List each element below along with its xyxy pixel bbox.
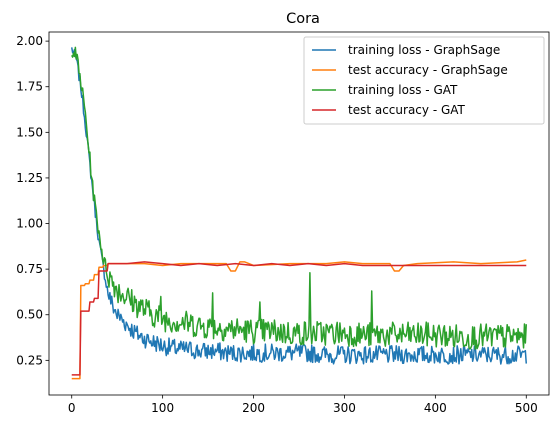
legend-label: test accuracy - GAT	[348, 103, 466, 117]
x-tick-label: 400	[424, 401, 447, 415]
legend-label: test accuracy - GraphSage	[348, 63, 508, 77]
series-line-3	[71, 261, 527, 376]
plot-area	[70, 46, 528, 380]
y-tick-label: 0.75	[16, 262, 43, 276]
chart-title: Cora	[286, 11, 320, 27]
x-tick-label: 100	[151, 401, 174, 415]
legend-box	[303, 36, 545, 125]
y-tick-label: 1.25	[16, 171, 43, 185]
axes-frame	[48, 31, 550, 396]
y-tick-label: 1.75	[16, 80, 43, 94]
axes: 0 100 200 300 400 500 0.25 0.50 0.75 1.00 1.25 1.50…	[16, 31, 550, 415]
y-tick-label: 2.00	[16, 34, 43, 48]
legend: training loss - GraphSage test accuracy -…	[303, 36, 545, 125]
series-line-1	[71, 259, 527, 380]
series-line-0	[70, 47, 528, 365]
x-tick-label: 500	[515, 401, 538, 415]
y-tick-label: 1.00	[16, 217, 43, 231]
legend-label: training loss - GAT	[348, 83, 458, 97]
y-tick-label: 0.25	[16, 353, 43, 367]
x-tick-label: 0	[68, 401, 76, 415]
legend-label: training loss - GraphSage	[348, 43, 500, 57]
y-tick-label: 0.50	[16, 308, 43, 322]
y-tick-label: 1.50	[16, 125, 43, 139]
x-tick-label: 200	[242, 401, 265, 415]
series-line-2	[71, 46, 528, 350]
x-tick-label: 300	[333, 401, 356, 415]
